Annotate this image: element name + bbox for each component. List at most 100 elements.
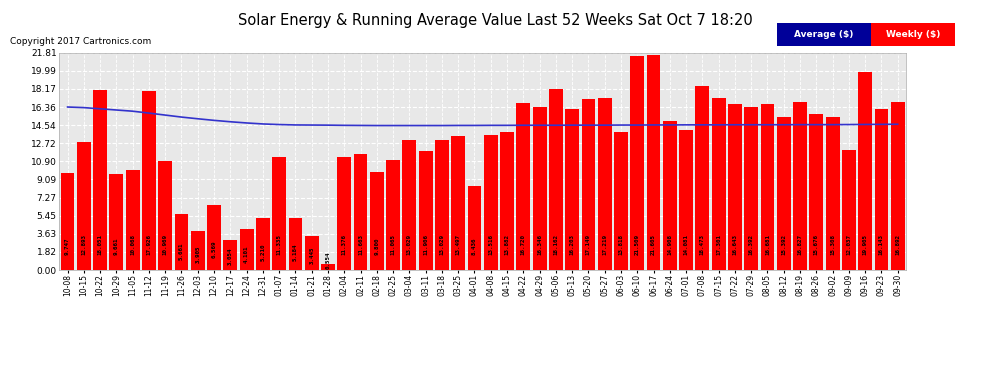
Text: 3.445: 3.445 [309, 246, 314, 264]
Text: 8.436: 8.436 [472, 237, 477, 255]
Text: 17.149: 17.149 [586, 234, 591, 255]
Text: 5.210: 5.210 [260, 243, 265, 261]
Text: 16.681: 16.681 [765, 234, 770, 255]
Bar [874, 109, 888, 270]
Text: 10.969: 10.969 [162, 234, 167, 255]
Text: 21.605: 21.605 [651, 234, 656, 255]
Text: Average ($): Average ($) [795, 30, 853, 39]
Bar [77, 141, 91, 270]
Bar [712, 98, 726, 270]
Bar [240, 229, 253, 270]
Text: 13.497: 13.497 [455, 234, 460, 255]
Text: Weekly ($): Weekly ($) [886, 30, 940, 39]
Text: 16.203: 16.203 [569, 234, 574, 255]
Bar [142, 92, 155, 270]
Bar [598, 99, 612, 270]
Text: 5.661: 5.661 [179, 242, 184, 260]
Text: 16.892: 16.892 [895, 234, 900, 255]
Text: 11.376: 11.376 [342, 234, 346, 255]
Text: 13.029: 13.029 [440, 234, 445, 255]
Text: 19.905: 19.905 [862, 234, 867, 255]
Bar [533, 107, 546, 270]
Bar [93, 90, 107, 270]
Text: 16.143: 16.143 [879, 234, 884, 255]
Bar [224, 240, 238, 270]
Bar [614, 132, 628, 270]
Bar [353, 154, 367, 270]
Text: 17.219: 17.219 [602, 234, 607, 255]
Bar [858, 72, 872, 270]
Text: 13.029: 13.029 [407, 234, 412, 255]
Bar [419, 152, 433, 270]
Bar [517, 104, 531, 270]
Bar [549, 89, 562, 270]
Bar [386, 160, 400, 270]
Text: 9.661: 9.661 [114, 237, 119, 255]
Bar [321, 264, 335, 270]
Text: 3.054: 3.054 [228, 247, 233, 264]
Bar [484, 135, 498, 270]
Text: Solar Energy & Running Average Value Last 52 Weeks Sat Oct 7 18:20: Solar Energy & Running Average Value Las… [238, 13, 752, 28]
Text: 11.663: 11.663 [358, 234, 363, 255]
Text: 12.037: 12.037 [846, 234, 851, 255]
Bar [728, 104, 742, 270]
Text: 11.335: 11.335 [276, 234, 281, 255]
Bar [679, 130, 693, 270]
Text: 10.068: 10.068 [130, 234, 136, 255]
Bar [631, 56, 644, 270]
Text: 13.882: 13.882 [505, 234, 510, 255]
Bar [565, 109, 579, 270]
Text: 18.051: 18.051 [98, 234, 103, 255]
Bar [126, 170, 140, 270]
Text: 15.308: 15.308 [830, 234, 836, 255]
Bar [256, 218, 270, 270]
Bar [793, 102, 807, 270]
Bar [663, 122, 677, 270]
Text: 16.720: 16.720 [521, 234, 526, 255]
Text: 16.827: 16.827 [798, 234, 803, 255]
Text: 15.392: 15.392 [781, 234, 786, 255]
Bar [338, 157, 351, 270]
Text: 16.392: 16.392 [748, 234, 753, 255]
Text: 0.554: 0.554 [326, 252, 331, 269]
Text: 4.101: 4.101 [245, 245, 249, 262]
Bar [451, 135, 465, 270]
Bar [288, 218, 302, 270]
Bar [826, 117, 840, 270]
Bar [60, 173, 74, 270]
Text: 18.473: 18.473 [700, 234, 705, 255]
Bar [744, 107, 758, 270]
Text: 5.184: 5.184 [293, 243, 298, 261]
Text: 15.676: 15.676 [814, 234, 819, 255]
Text: 17.926: 17.926 [147, 234, 151, 255]
Bar [272, 157, 286, 270]
Bar [158, 161, 172, 270]
Bar [842, 150, 855, 270]
Text: 9.747: 9.747 [65, 237, 70, 255]
Bar [403, 140, 416, 270]
Bar [110, 174, 124, 270]
Text: 11.906: 11.906 [423, 234, 428, 255]
Bar [370, 172, 384, 270]
Text: 18.162: 18.162 [553, 234, 558, 255]
Bar [891, 102, 905, 270]
Text: 11.065: 11.065 [391, 234, 396, 255]
Text: 14.908: 14.908 [667, 234, 672, 255]
Text: 16.346: 16.346 [538, 234, 543, 255]
Bar [467, 186, 481, 270]
Bar [207, 204, 221, 270]
Bar [777, 117, 791, 270]
Text: 13.516: 13.516 [488, 234, 493, 255]
Text: 3.905: 3.905 [195, 246, 200, 263]
Bar [191, 231, 205, 270]
Bar [500, 132, 514, 270]
Bar [810, 114, 824, 270]
Text: 12.893: 12.893 [81, 234, 86, 255]
Text: Copyright 2017 Cartronics.com: Copyright 2017 Cartronics.com [10, 38, 151, 46]
Bar [695, 86, 709, 270]
Text: 21.509: 21.509 [635, 234, 640, 255]
Bar [760, 104, 774, 270]
Text: 14.081: 14.081 [684, 234, 689, 255]
Text: 9.800: 9.800 [374, 237, 379, 255]
Bar [305, 236, 319, 270]
